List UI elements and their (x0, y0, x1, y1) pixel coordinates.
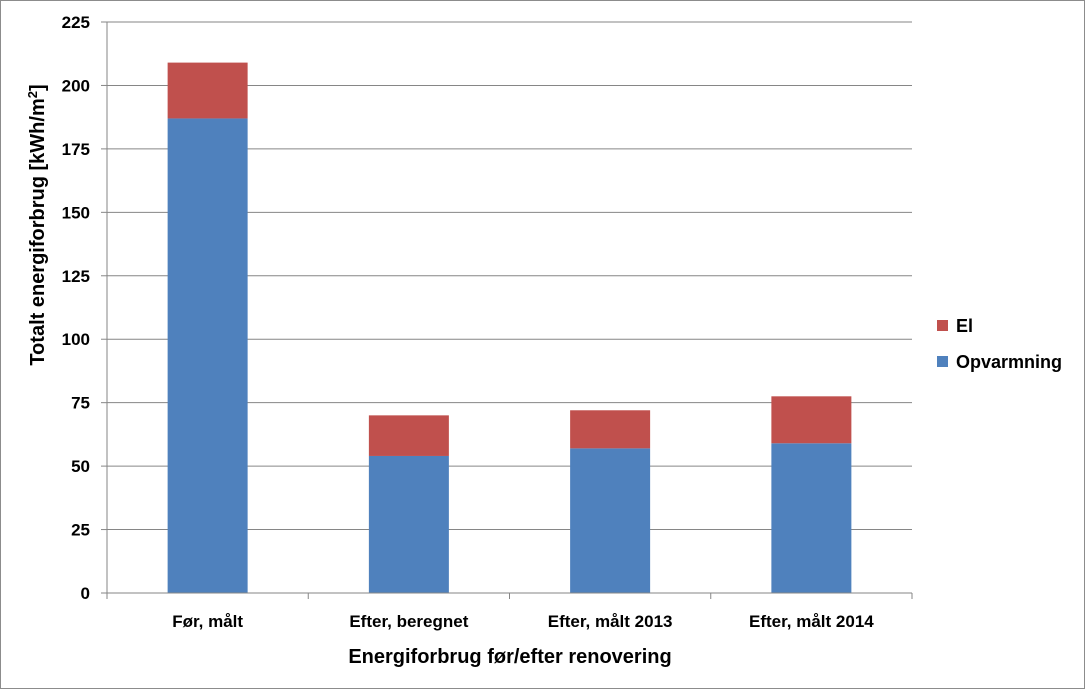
y-tick-label: 100 (62, 330, 90, 349)
x-tick-label: Efter, målt 2014 (749, 612, 874, 631)
x-axis-title: Energiforbrug før/efter renovering (348, 646, 671, 668)
y-tick-label: 125 (62, 267, 90, 286)
x-tick-label: Før, målt (172, 612, 243, 631)
y-tick-labels: 0 25 50 75 100 125 150 175 200 225 (62, 13, 90, 603)
x-tick-labels: Før, målt Efter, beregnet Efter, målt 2013… (172, 612, 874, 631)
x-tick-label: Efter, målt 2013 (548, 612, 673, 631)
y-tick-label: 50 (71, 457, 90, 476)
legend: El Opvarmning (937, 316, 1062, 372)
legend-swatch-opvarmning (937, 356, 948, 367)
y-tick-label: 175 (62, 140, 90, 159)
bar-el-1 (167, 62, 248, 119)
bar-el-3 (570, 410, 651, 449)
bar-opvarmning-2 (368, 455, 449, 593)
x-tick-label: Efter, beregnet (349, 612, 468, 631)
y-axis-title: Totalt energiforbrug [kWh/m2] (25, 84, 49, 365)
axes (106, 22, 912, 594)
bar-opvarmning-3 (570, 448, 651, 593)
y-axis-title-sup: 2 (25, 91, 40, 98)
y-tick-label: 25 (71, 521, 90, 540)
y-tick-label: 150 (62, 203, 90, 222)
bars (167, 62, 852, 594)
legend-swatch-el (937, 320, 948, 331)
bar-el-4 (771, 396, 852, 444)
y-tick-label: 0 (81, 584, 90, 603)
legend-label-el: El (956, 316, 973, 336)
y-tick-label: 200 (62, 76, 90, 95)
y-axis-title-end: ] (27, 84, 49, 91)
legend-label-opvarmning: Opvarmning (956, 352, 1062, 372)
y-tick-label: 225 (62, 13, 90, 32)
bar-opvarmning-1 (167, 118, 248, 594)
bar-el-2 (368, 415, 449, 456)
bar-opvarmning-4 (771, 443, 852, 593)
y-axis-title-main: Totalt energiforbrug [kWh/m (27, 98, 49, 365)
y-tick-label: 75 (71, 394, 90, 413)
